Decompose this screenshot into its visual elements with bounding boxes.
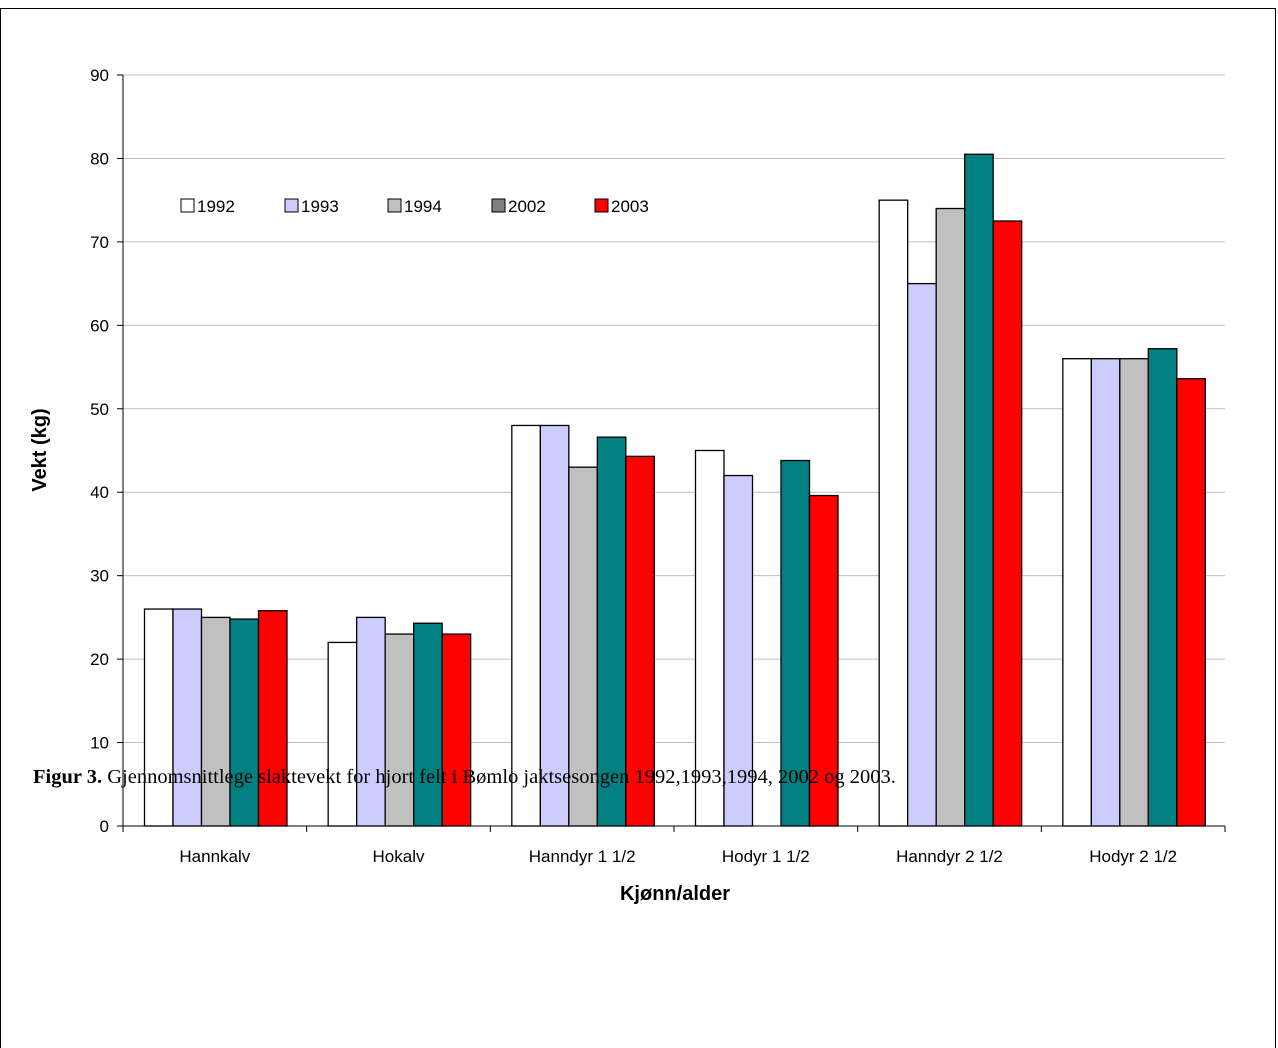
bars [143,153,1206,827]
x-tick-label: Hodyr 1 1/2 [722,847,810,866]
bar-1993-4 [907,282,937,827]
bar-1993-0 [172,608,203,827]
y-tick-label: 10 [90,734,109,753]
figure-frame [0,8,1276,1048]
legend: 1992 1993 1994 2002 2003 [180,197,649,216]
bar-1993-2 [539,424,570,827]
bar-1992-1 [327,641,358,827]
y-tick-label: 90 [90,66,109,85]
bar-1994-0 [200,616,231,827]
legend-swatch-1994 [387,198,402,213]
y-tick-label: 70 [90,233,109,252]
bar-2002-4 [964,153,994,827]
x-tick-label: Hokalv [373,847,425,866]
y-tick-label: 0 [100,817,109,836]
y-tick-label: 50 [90,400,109,419]
x-tick-label: Hanndyr 2 1/2 [896,847,1003,866]
y-axis-title: Vekt (kg) [29,408,51,491]
bar-1992-0 [143,608,174,827]
x-tick-label: Hodyr 2 1/2 [1089,847,1177,866]
bar-1994-2 [568,466,598,827]
legend-swatch-1993 [284,198,299,213]
bar-chart: 0 10 20 30 40 50 60 70 80 90 Hannkalv Hokalv Hanndyr… [29,66,1226,905]
bar-2003-0 [257,610,288,827]
bar-1992-5 [1062,358,1092,827]
x-axis-title: Kjønn/alder [620,883,730,905]
bar-2002-0 [229,618,260,827]
legend-label-1993: 1993 [301,197,339,216]
legend-swatch-2002 [491,198,506,213]
legend-label-1992: 1992 [197,197,235,216]
bar-2003-4 [992,220,1023,827]
legend-label-2002: 2002 [508,197,546,216]
bar-1994-5 [1119,358,1149,827]
bar-2003-1 [441,633,472,827]
legend-swatch-2003 [594,198,609,213]
caption-label: Figur 3. [33,766,103,788]
legend-swatch-1992 [180,198,195,213]
gridlines [123,74,1225,744]
legend-label-2003: 2003 [611,197,649,216]
bar-1994-1 [384,633,415,827]
y-tick-label: 40 [90,483,109,502]
y-tick-label: 20 [90,650,109,669]
y-tick-label: 60 [90,316,109,335]
bar-2003-2 [625,455,655,827]
bar-1993-1 [356,616,386,827]
bar-2003-5 [1176,378,1206,827]
x-tick-label: Hannkalv [179,847,250,866]
bar-1993-5 [1090,358,1121,827]
bar-2002-5 [1147,348,1178,827]
y-tick-label: 80 [90,149,109,168]
bar-2002-2 [596,436,627,827]
bar-2002-1 [413,622,443,827]
x-tick-label: Hanndyr 1 1/2 [529,847,636,866]
bar-2002-3 [780,459,811,827]
y-tick-label: 30 [90,567,109,586]
bar-1994-4 [935,207,966,827]
axes: 0 10 20 30 40 50 60 70 80 90 Hannkalv Hokalv Hanndyr… [90,66,1226,866]
caption-text: Gjennomsnittlege slaktevekt for hjort fe… [102,766,896,788]
bar-1992-4 [878,199,909,827]
legend-label-1994: 1994 [404,197,442,216]
figure-caption: Figur 3. Gjennomsnittlege slaktevekt for… [33,766,1253,789]
